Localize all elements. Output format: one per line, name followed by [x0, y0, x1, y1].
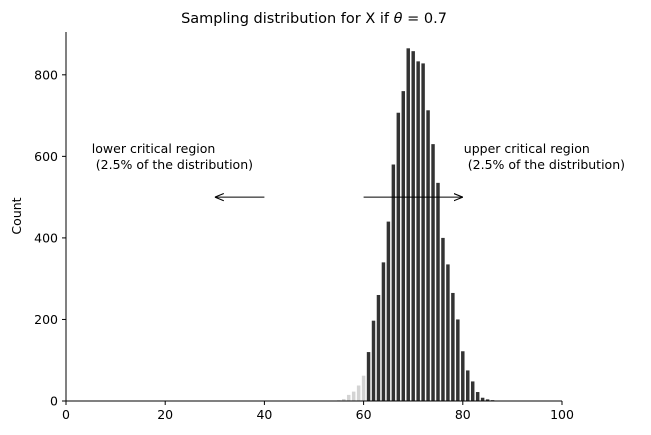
bar-61	[366, 352, 371, 401]
bar-59	[356, 385, 361, 401]
x-ticks: 0 20 40 60 80 100	[62, 401, 574, 422]
upper-critical-region-label: upper critical region (2.5% of the distr…	[464, 141, 625, 172]
chart-title-symbol: θ	[394, 11, 403, 27]
x-tick-label: 100	[550, 407, 574, 422]
bar-64	[381, 262, 386, 401]
y-tick-label: 200	[34, 312, 58, 327]
bar-74	[431, 144, 435, 401]
y-tick-label: 400	[34, 230, 58, 245]
annotations: lower critical region (2.5% of the distr…	[92, 141, 625, 172]
chart-title-prefix: Sampling distribution for X if	[181, 11, 394, 27]
y-axis-label: Count	[9, 197, 24, 234]
bar-71	[416, 61, 420, 402]
chart-title: Sampling distribution for X if θ = 0.7	[181, 11, 447, 27]
bar-66	[391, 164, 396, 401]
bar-67	[396, 112, 401, 401]
bar-72	[421, 63, 425, 402]
bar-69	[406, 48, 410, 402]
y-tick-label: 800	[34, 67, 58, 82]
bars	[337, 48, 495, 402]
bar-82	[470, 381, 475, 401]
bar-77	[446, 264, 450, 401]
bar-73	[426, 110, 430, 401]
x-tick-label: 40	[256, 407, 272, 422]
y-ticks: 0 200 400 600 800	[34, 67, 66, 409]
x-tick-label: 0	[62, 407, 70, 422]
bar-83	[475, 392, 480, 401]
bar-56	[342, 398, 346, 401]
bar-68	[401, 91, 406, 402]
bar-78	[451, 292, 455, 401]
bar-84	[480, 397, 485, 401]
chart-title-suffix: = 0.7	[403, 11, 447, 27]
bar-58	[351, 391, 356, 401]
bar-62	[371, 320, 376, 401]
bar-81	[466, 370, 470, 401]
y-tick-label: 600	[34, 149, 58, 164]
bar-85	[485, 399, 490, 401]
bar-76	[441, 237, 445, 401]
bar-57	[346, 394, 351, 401]
bar-79	[456, 319, 460, 401]
bar-70	[411, 51, 415, 401]
x-tick-label: 20	[157, 407, 173, 422]
x-tick-label: 60	[356, 407, 372, 422]
bar-75	[436, 182, 440, 401]
bar-60	[361, 375, 366, 401]
x-tick-label: 80	[455, 407, 471, 422]
bar-80	[461, 351, 465, 401]
y-tick-label: 0	[50, 394, 58, 409]
bar-63	[376, 294, 381, 401]
bar-65	[386, 221, 391, 401]
lower-critical-region-label: lower critical region (2.5% of the distr…	[92, 141, 253, 172]
